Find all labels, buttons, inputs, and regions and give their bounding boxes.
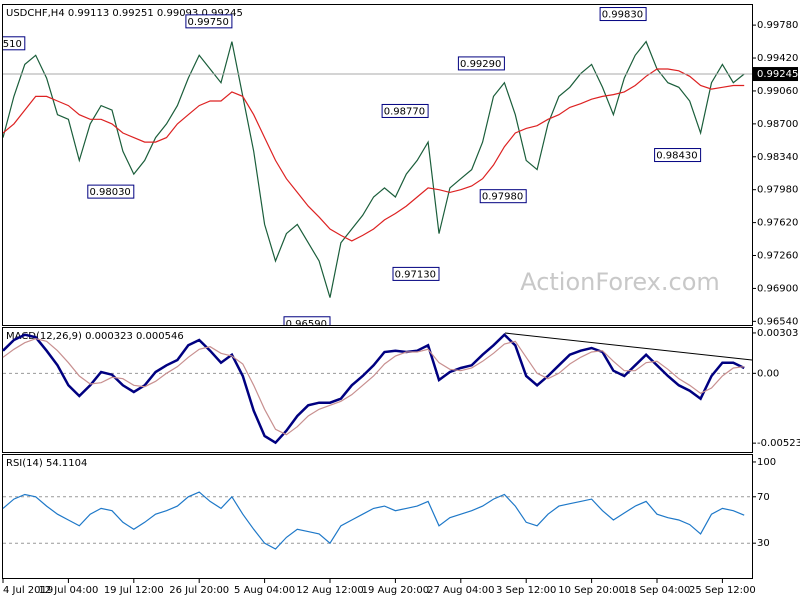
series-line — [2, 338, 745, 436]
y-tick-label: 0.97260 — [757, 251, 798, 262]
y-tick-label: 70 — [757, 492, 770, 503]
annotation-label: 0.98030 — [89, 187, 130, 198]
x-tick-label: 18 Sep 04:00 — [624, 585, 691, 596]
x-tick-label: 19 Jul 12:00 — [104, 585, 164, 596]
x-tick-label: 4 Jul 2019 — [3, 585, 53, 596]
panel-title: MACD(12,26,9) 0.000323 0.000546 — [6, 331, 184, 342]
annotation-label: 0.98430 — [656, 151, 697, 162]
annotation-box — [479, 189, 527, 204]
y-tick-label: 0.99060 — [757, 86, 798, 97]
annotation-label: 0.97980 — [482, 192, 523, 203]
x-tick-label: 12 Jul 04:00 — [38, 585, 98, 596]
panel-title: USDCHF,H4 0.99113 0.99251 0.99093 0.9924… — [6, 8, 243, 19]
annotation-box — [87, 184, 135, 199]
series-line — [2, 491, 745, 550]
y-tick-label: 0.96900 — [757, 283, 798, 294]
y-tick-label: 0.99420 — [757, 53, 798, 64]
watermark: ActionForex.com — [520, 268, 720, 296]
x-tick-label: 26 Jul 20:00 — [169, 585, 229, 596]
price-panel — [2, 4, 753, 326]
annotation-label: 0.99830 — [602, 10, 643, 21]
annotation-box — [654, 148, 702, 163]
x-tick-label: 3 Sep 12:00 — [496, 585, 556, 596]
annotation-label: 0.99510 — [0, 39, 22, 50]
x-tick-label: 27 Aug 04:00 — [427, 585, 494, 596]
annotation-box — [392, 266, 440, 281]
annotation-label: 0.99290 — [460, 59, 501, 70]
trend-line — [504, 332, 753, 361]
y-tick-label: 0.00303 — [757, 328, 798, 339]
y-tick-label: 0.96540 — [757, 316, 798, 327]
annotation-label: 0.98770 — [384, 106, 425, 117]
y-tick-label: 0.98700 — [757, 119, 798, 130]
rsi-panel — [2, 454, 753, 579]
annotation-box — [3, 36, 26, 51]
annotation-box — [185, 14, 233, 29]
annotation-label: 0.96590 — [286, 319, 327, 330]
annotation-label: 0.99750 — [188, 17, 229, 28]
series-line — [3, 68, 745, 242]
y-tick-label: 0.99780 — [757, 20, 798, 31]
y-tick-label: 30 — [757, 538, 770, 549]
last-price-label: 0.99245 — [757, 69, 798, 80]
annotations: 0.99510 0.99750 0.98030 0.98770 0.97130 0.965… — [0, 7, 702, 330]
y-tick-label: 0.98340 — [757, 152, 798, 163]
y-tick-label: 0.00 — [757, 368, 779, 379]
x-tick-label: 19 Aug 20:00 — [362, 585, 429, 596]
panel-title: RSI(14) 54.1104 — [6, 458, 87, 469]
y-tick-label: 100 — [757, 457, 776, 468]
x-tick-label: 12 Aug 12:00 — [296, 585, 363, 596]
annotation-box — [283, 316, 331, 325]
x-tick-label: 10 Sep 20:00 — [558, 585, 625, 596]
macd-panel — [2, 327, 753, 453]
x-tick-label: 5 Aug 04:00 — [234, 585, 295, 596]
series-line — [3, 40, 745, 298]
x-tick-label: 25 Sep 12:00 — [689, 585, 756, 596]
y-tick-label: 0.97980 — [757, 185, 798, 196]
annotation-box — [381, 103, 429, 118]
last-price-box — [752, 67, 798, 82]
annotation-box — [599, 7, 647, 22]
y-tick-label: -0.005236 — [757, 438, 800, 449]
annotation-box — [457, 56, 505, 71]
y-tick-label: 0.97620 — [757, 218, 798, 229]
annotation-label: 0.97130 — [395, 269, 436, 280]
series-line — [2, 332, 745, 445]
